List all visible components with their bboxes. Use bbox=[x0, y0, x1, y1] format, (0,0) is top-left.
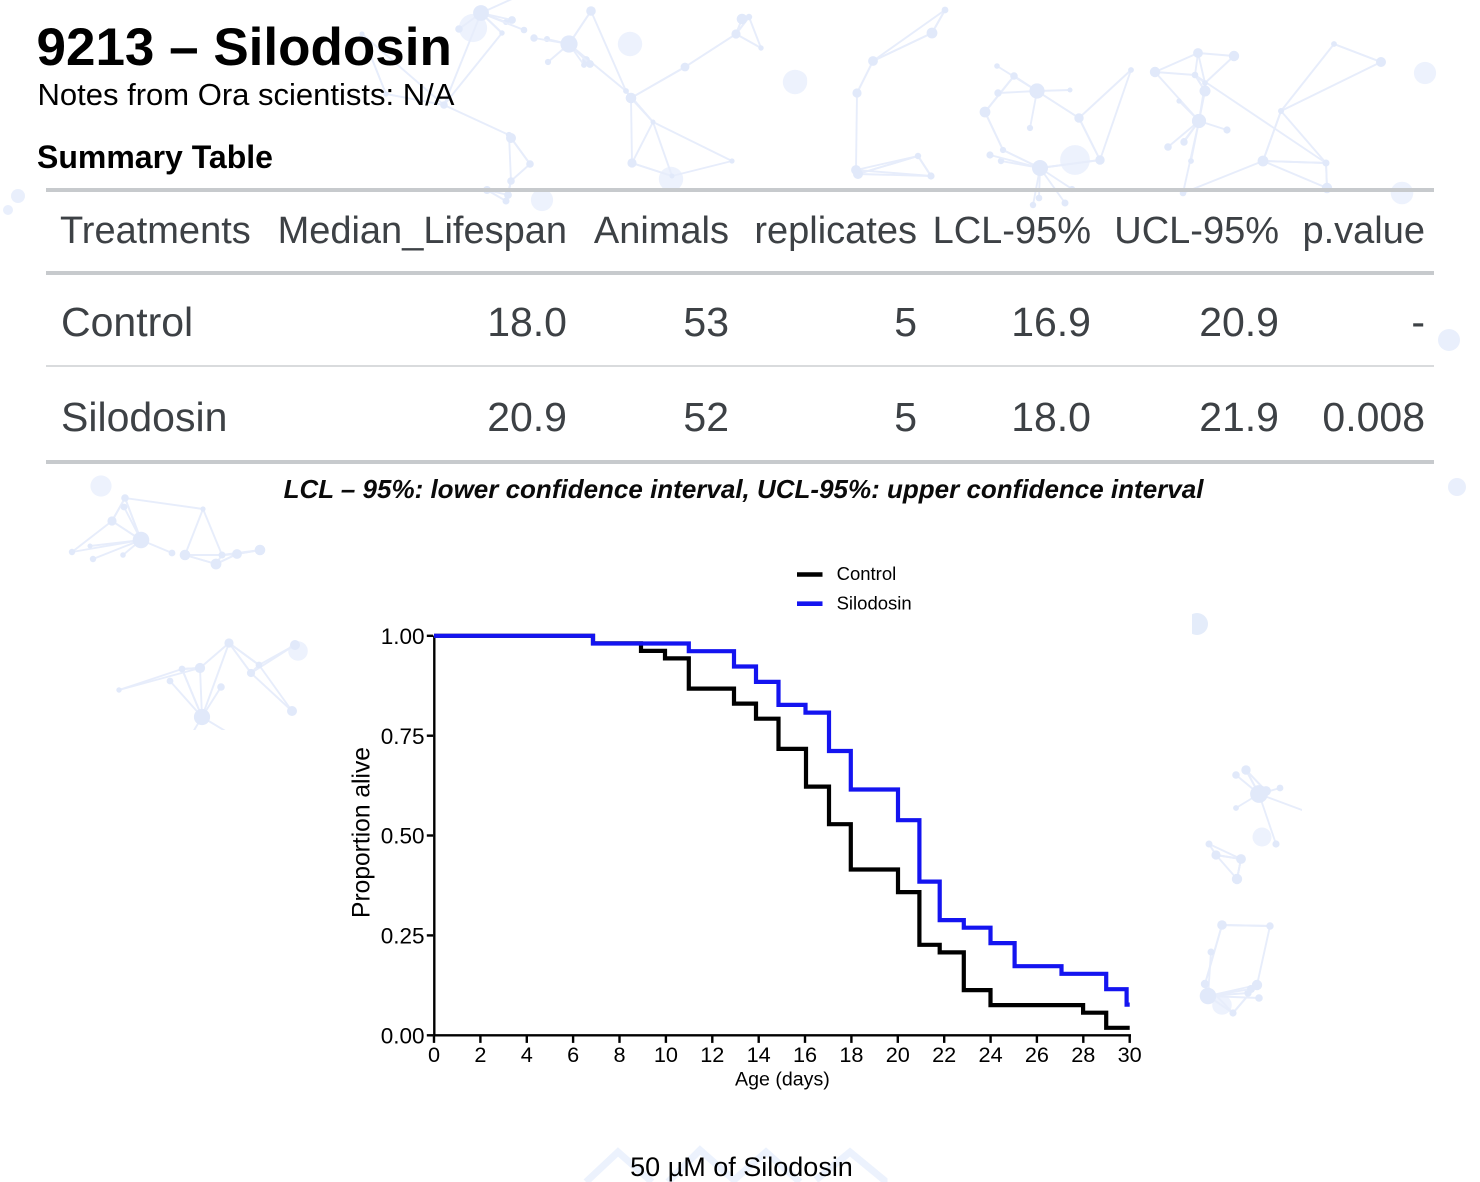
svg-text:6: 6 bbox=[567, 1042, 579, 1067]
svg-text:18: 18 bbox=[839, 1042, 863, 1067]
svg-text:22: 22 bbox=[932, 1042, 956, 1067]
svg-text:8: 8 bbox=[613, 1042, 625, 1067]
svg-text:14: 14 bbox=[747, 1042, 771, 1067]
svg-text:Proportion alive: Proportion alive bbox=[349, 747, 376, 918]
svg-text:12: 12 bbox=[700, 1042, 724, 1067]
svg-text:Age (days): Age (days) bbox=[735, 1069, 830, 1091]
svg-text:0: 0 bbox=[428, 1042, 440, 1067]
svg-text:30: 30 bbox=[1118, 1042, 1142, 1067]
svg-text:0.75: 0.75 bbox=[381, 724, 425, 749]
svg-text:0.00: 0.00 bbox=[381, 1023, 425, 1048]
svg-text:Control: Control bbox=[837, 563, 897, 584]
svg-text:20: 20 bbox=[886, 1042, 910, 1067]
svg-text:24: 24 bbox=[979, 1042, 1003, 1067]
svg-text:2: 2 bbox=[474, 1042, 486, 1067]
svg-text:1.00: 1.00 bbox=[381, 624, 425, 649]
svg-text:4: 4 bbox=[521, 1042, 533, 1067]
svg-text:0.50: 0.50 bbox=[381, 824, 425, 849]
svg-text:28: 28 bbox=[1071, 1042, 1095, 1067]
svg-text:Silodosin: Silodosin bbox=[837, 592, 912, 613]
svg-text:0.25: 0.25 bbox=[381, 924, 425, 949]
svg-text:16: 16 bbox=[793, 1042, 817, 1067]
svg-text:26: 26 bbox=[1025, 1042, 1049, 1067]
svg-text:10: 10 bbox=[654, 1042, 678, 1067]
